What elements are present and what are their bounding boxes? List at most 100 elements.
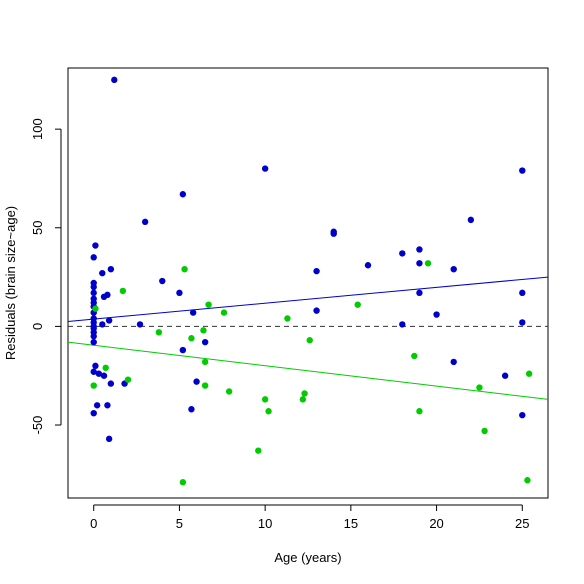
- data-point-series-0: [99, 269, 106, 277]
- data-point-series-1: [481, 427, 488, 435]
- data-point-series-0: [90, 409, 97, 417]
- data-point-series-1: [299, 396, 307, 403]
- data-point-series-1: [284, 315, 291, 322]
- data-point-series-0: [107, 380, 115, 387]
- fit-line-0: [67, 276, 549, 322]
- data-point-series-0: [100, 372, 108, 379]
- plot-frame: [67, 67, 549, 499]
- data-point-series-0: [104, 402, 111, 409]
- data-point-series-0: [179, 346, 187, 354]
- data-point-series-0: [399, 321, 406, 328]
- x-axis-label: Age (years): [274, 550, 341, 565]
- data-point-series-1: [90, 382, 97, 389]
- data-point-series-1: [205, 301, 212, 308]
- data-point-series-0: [90, 283, 97, 291]
- data-point-series-0: [261, 165, 269, 172]
- data-point-series-1: [225, 388, 233, 395]
- data-point-series-1: [265, 408, 272, 415]
- x-axis: 0 5 10 15 20 25: [90, 504, 530, 531]
- data-point-series-0: [111, 76, 118, 84]
- data-point-series-0: [201, 338, 209, 346]
- x-tick-label: 0: [90, 516, 97, 531]
- data-point-series-0: [93, 402, 101, 409]
- data-point-series-0: [313, 307, 320, 314]
- data-point-series-1: [411, 352, 418, 360]
- data-point-series-1: [119, 287, 127, 295]
- data-point-series-1: [255, 447, 262, 454]
- data-point-series-1: [181, 265, 188, 273]
- data-point-series-1: [102, 364, 109, 372]
- data-point-series-0: [141, 218, 149, 226]
- data-point-series-0: [105, 317, 113, 324]
- data-point-series-1: [179, 479, 187, 486]
- data-point-series-0: [433, 311, 440, 318]
- data-point-series-0: [193, 378, 200, 385]
- data-point-series-1: [220, 309, 228, 316]
- data-point-series-1: [525, 370, 533, 377]
- x-tick-label: 20: [429, 516, 443, 531]
- y-axis: -50 0 50 100: [30, 118, 62, 435]
- data-point-series-0: [330, 230, 337, 237]
- x-tick-label: 25: [515, 516, 529, 531]
- data-point-series-0: [92, 242, 99, 249]
- data-point-series-0: [92, 362, 99, 370]
- points-layer: [90, 76, 533, 486]
- data-point-series-0: [467, 216, 475, 224]
- data-point-series-1: [92, 305, 99, 312]
- data-point-series-1: [354, 301, 361, 308]
- lines-layer: [67, 276, 549, 400]
- data-point-series-0: [399, 250, 406, 257]
- data-point-series-0: [90, 333, 97, 340]
- data-point-series-1: [261, 396, 269, 403]
- data-point-series-1: [306, 337, 313, 344]
- data-point-series-0: [90, 289, 97, 297]
- data-point-series-0: [107, 265, 115, 273]
- data-point-series-0: [519, 167, 526, 174]
- data-point-series-0: [501, 372, 509, 379]
- x-tick-label: 15: [344, 516, 358, 531]
- data-point-series-0: [179, 191, 187, 198]
- data-point-series-1: [476, 384, 483, 391]
- y-tick-label: -50: [30, 416, 45, 435]
- y-axis-label: Residuals (brain size~age): [3, 206, 18, 360]
- fit-line-1: [67, 341, 549, 400]
- y-tick-label: 50: [30, 221, 45, 235]
- data-point-series-1: [301, 390, 308, 397]
- data-point-series-0: [90, 338, 97, 346]
- data-point-series-0: [519, 319, 526, 326]
- data-point-series-0: [104, 291, 111, 299]
- y-tick-label: 100: [30, 118, 45, 140]
- x-tick-label: 10: [258, 516, 272, 531]
- data-point-series-0: [95, 370, 103, 377]
- data-point-series-0: [364, 262, 372, 269]
- data-point-series-1: [201, 382, 209, 389]
- data-point-series-0: [450, 358, 457, 366]
- data-point-series-0: [519, 411, 526, 419]
- data-point-series-0: [105, 435, 113, 443]
- data-point-series-1: [124, 376, 132, 383]
- data-point-series-0: [136, 321, 144, 328]
- data-point-series-1: [201, 358, 209, 366]
- y-tick-label: 0: [30, 323, 45, 330]
- data-point-series-0: [188, 406, 195, 413]
- data-point-series-1: [188, 335, 195, 342]
- data-point-series-0: [90, 254, 97, 261]
- data-point-series-1: [424, 260, 432, 267]
- data-point-series-0: [90, 368, 97, 375]
- data-point-series-0: [176, 289, 183, 297]
- data-point-series-0: [450, 265, 457, 273]
- data-point-series-0: [189, 309, 197, 316]
- data-point-series-1: [200, 327, 207, 334]
- data-point-series-0: [159, 277, 166, 285]
- data-point-series-1: [155, 329, 163, 336]
- data-point-series-0: [519, 289, 526, 297]
- data-point-series-0: [416, 260, 423, 267]
- x-tick-label: 5: [176, 516, 183, 531]
- data-point-series-0: [416, 246, 423, 253]
- data-point-series-0: [416, 289, 423, 297]
- data-point-series-1: [524, 477, 531, 484]
- data-point-series-0: [99, 321, 106, 328]
- data-point-series-0: [313, 267, 320, 275]
- data-point-series-1: [416, 408, 423, 415]
